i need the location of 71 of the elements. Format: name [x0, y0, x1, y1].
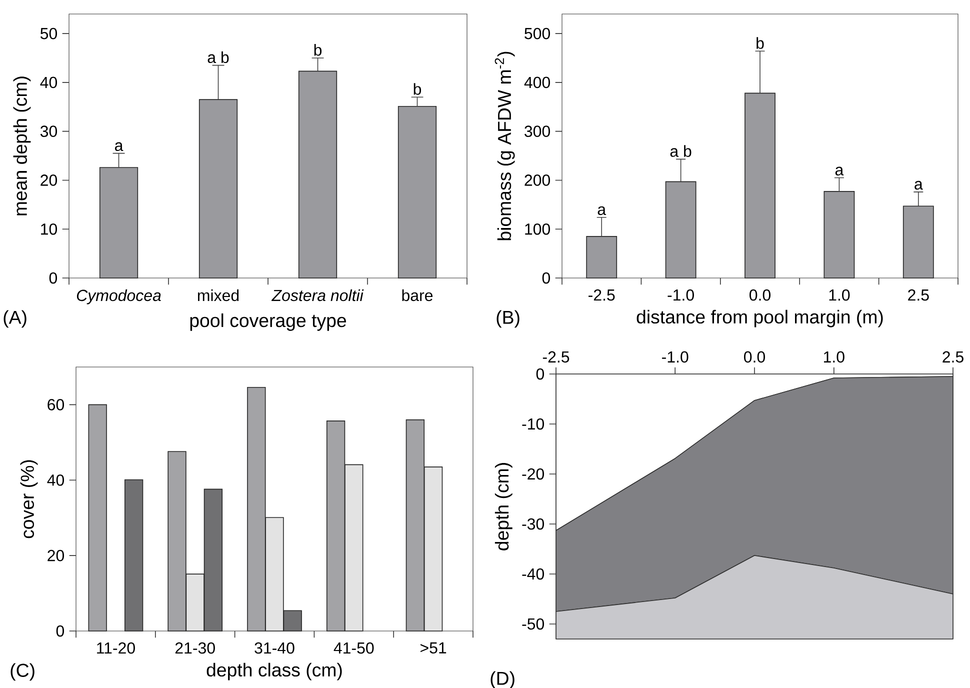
x-axis-title: depth class (cm)	[206, 662, 342, 680]
y-axis-title: mean depth (cm)	[13, 76, 31, 216]
text: (B)	[496, 310, 520, 328]
x-tick-label: 1.0	[824, 351, 844, 363]
x-tick-label: 11-20	[97, 642, 135, 654]
annotation: b	[414, 83, 422, 95]
bar	[88, 404, 107, 632]
x-tick-label: Zostera noltii	[271, 289, 364, 302]
x-axis-title: distance from pool margin (m)	[636, 310, 883, 328]
bar	[298, 70, 338, 278]
x-tick-label: 2.5	[908, 289, 929, 301]
bar	[398, 106, 437, 278]
y-tick-label: 400	[524, 76, 550, 88]
y-tick-label: 40	[47, 474, 64, 486]
y-tick-label: -40	[522, 568, 544, 580]
x-tick-label: -1.0	[662, 351, 688, 363]
x-tick-label: -1.0	[668, 289, 694, 301]
x-tick-label: Cymodocea	[76, 289, 161, 304]
bar	[665, 181, 696, 278]
bar	[902, 206, 934, 278]
x-tick-label: >51	[420, 642, 446, 654]
annotation: a b	[208, 51, 229, 64]
bar	[824, 191, 855, 278]
y-tick-label: 100	[525, 223, 550, 235]
annotation: a b	[670, 145, 692, 157]
y-axis-title: depth (cm)	[494, 463, 512, 550]
x-tick-label: mixed	[198, 289, 239, 302]
bar	[99, 167, 138, 278]
bar	[124, 479, 144, 632]
y-tick-label: -50	[522, 618, 544, 630]
bar	[198, 99, 238, 278]
y-tick-label: 500	[524, 28, 550, 40]
y-axis-title: cover (%)	[20, 460, 38, 538]
y-tick-label: -20	[522, 468, 544, 480]
x-tick-label: 0.0	[744, 351, 766, 363]
annotation: a	[114, 142, 124, 152]
y-tick-label: 0	[49, 272, 58, 284]
y-tick-label: 0	[542, 272, 550, 284]
x-axis-title: pool coverage type	[190, 313, 346, 331]
x-tick-label: 21-30	[175, 642, 215, 654]
y-tick-label: 30	[40, 126, 58, 137]
y-tick-label: -10	[522, 418, 544, 430]
annotation: a	[914, 180, 923, 190]
y-tick-label: 200	[524, 174, 550, 186]
annotation: a	[598, 206, 606, 216]
text: (C)	[10, 663, 34, 681]
annotation: b	[756, 37, 764, 49]
x-tick-label: -2.5	[542, 351, 570, 363]
x-tick-label: 31-40	[254, 642, 294, 654]
bar	[744, 92, 776, 278]
y-tick-label: 10	[41, 223, 58, 235]
annotation: b	[314, 44, 322, 56]
annotation: a	[835, 166, 844, 176]
y-tick-label: 0	[536, 368, 544, 380]
text: (A)	[4, 310, 26, 328]
x-tick-label: bare	[402, 289, 433, 302]
y-tick-label: 60	[48, 399, 64, 410]
x-tick-label: 41-50	[334, 642, 374, 654]
x-tick-label: 1.0	[829, 289, 850, 301]
y-tick-label: 20	[48, 550, 64, 562]
y-tick-label: 20	[40, 174, 58, 186]
x-tick-label: 0.0	[750, 289, 771, 301]
bar	[586, 236, 618, 278]
y-axis-title: biomass (g AFDW m$^{-2}$)	[494, 52, 515, 240]
y-tick-label: 50	[40, 28, 58, 40]
x-tick-label: -2.5	[588, 289, 615, 301]
y-tick-label: 300	[524, 126, 550, 137]
y-tick-label: 40	[40, 76, 58, 88]
y-tick-label: -30	[522, 518, 544, 530]
x-tick-label: 2.5	[942, 351, 964, 363]
y-tick-label: 0	[56, 625, 64, 637]
